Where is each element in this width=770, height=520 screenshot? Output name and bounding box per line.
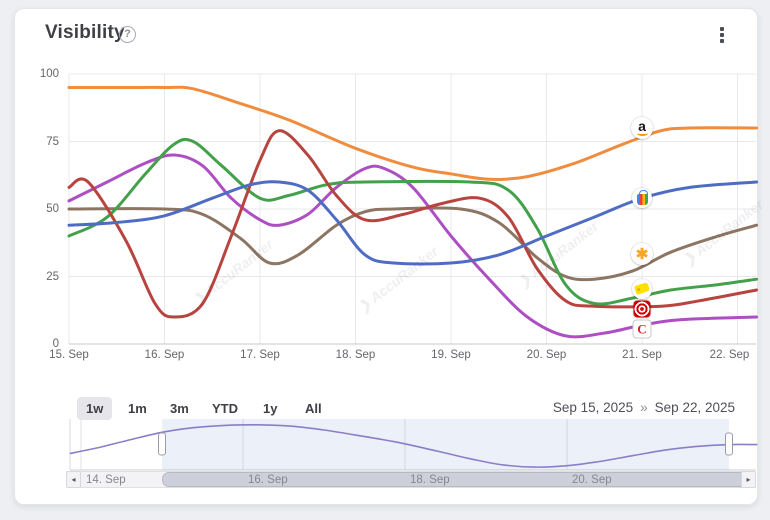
x-tick-label: 17. Sep xyxy=(240,349,280,361)
range-button-1m[interactable]: 1m xyxy=(119,397,156,420)
range-button-ytd[interactable]: YTD xyxy=(203,397,247,420)
y-tick-label: 100 xyxy=(39,68,59,80)
target-logo-icon xyxy=(633,300,651,318)
bestbuy-tag-icon xyxy=(632,278,652,299)
y-tick-label: 25 xyxy=(46,270,59,283)
x-tick-label: 19. Sep xyxy=(431,349,471,361)
navigator-left-handle[interactable] xyxy=(158,432,166,456)
range-selector: 1w 1m 3m YTD 1y All Sep 15, 2025 » Sep 22, 2025 xyxy=(15,397,759,423)
range-separator: » xyxy=(640,400,648,415)
y-tick-label: 0 xyxy=(52,338,59,350)
visibility-chart: 100 75 50 25 0 15. Sep 16. Sep 17. Sep 18. Sep 1… xyxy=(15,9,766,506)
scrollbar-left-arrow[interactable]: ◂ xyxy=(66,471,81,488)
help-icon[interactable]: ? xyxy=(119,26,136,43)
amazon-logo-icon: a xyxy=(631,117,653,139)
y-tick-label: 50 xyxy=(46,203,59,215)
range-to-date[interactable]: Sep 22, 2025 xyxy=(654,400,735,415)
google-shopping-bag-icon xyxy=(632,188,652,209)
page-title: Visibility xyxy=(45,22,125,43)
y-tick-label: 75 xyxy=(46,135,59,148)
range-button-1w[interactable]: 1w xyxy=(77,397,113,420)
x-tick-label: 16. Sep xyxy=(144,349,185,361)
visibility-card: Visibility ? 100 75 50 25 0 15. Sep 16. Sep 17… xyxy=(14,8,766,506)
x-tick-label: 15. Sep xyxy=(49,349,89,361)
date-range-display: Sep 15, 2025 » Sep 22, 2025 xyxy=(553,400,735,415)
main-chart-svg xyxy=(67,73,759,345)
costco-logo-icon: C xyxy=(633,320,651,338)
range-button-1y[interactable]: 1y xyxy=(254,397,286,420)
range-button-3m[interactable]: 3m xyxy=(161,397,198,420)
navigator-right-handle[interactable] xyxy=(725,432,733,456)
x-tick-label: 21. Sep xyxy=(622,349,662,361)
x-tick-label: 22. Sep xyxy=(709,349,750,361)
kebab-menu-icon[interactable] xyxy=(715,27,729,45)
x-tick-label: 20. Sep xyxy=(526,349,567,361)
range-from-date[interactable]: Sep 15, 2025 xyxy=(552,400,634,415)
range-button-all[interactable]: All xyxy=(296,397,331,420)
x-tick-label: 18. Sep xyxy=(335,349,376,361)
walmart-spark-icon: ✱ xyxy=(631,242,653,265)
scrollbar-right-arrow[interactable]: ▸ xyxy=(741,471,756,488)
card-header: Visibility ? xyxy=(15,9,757,61)
scrollbar-thumb[interactable] xyxy=(162,472,755,487)
navigator-svg[interactable] xyxy=(15,9,759,506)
